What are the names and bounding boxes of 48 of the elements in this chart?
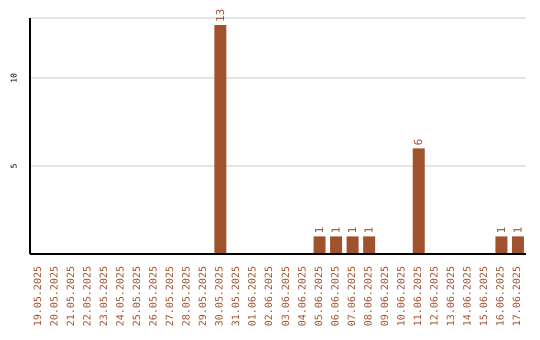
data-label: 6 <box>412 138 426 146</box>
x-tick-label: 04.06.2025 <box>297 266 308 326</box>
x-tick-label: 24.05.2025 <box>115 266 126 326</box>
x-tick-label: 14.06.2025 <box>462 266 474 326</box>
x-tick-label: 10.06.2025 <box>396 266 408 326</box>
y-tick-label: 5 <box>10 163 18 168</box>
x-tick-label: 30.05.2025 <box>214 266 226 326</box>
x-tick-label: 31.05.2025 <box>231 266 242 326</box>
bar <box>314 236 326 254</box>
data-label: 1 <box>346 226 360 234</box>
x-tick-label: 21.05.2025 <box>66 266 77 326</box>
x-tick-label: 16.06.2025 <box>496 266 507 326</box>
x-tick-label: 23.05.2025 <box>98 266 110 326</box>
bar <box>363 236 376 254</box>
y-tick-label: 10 <box>10 72 18 83</box>
x-tick-label: 07.06.2025 <box>346 266 358 326</box>
bar <box>330 236 342 254</box>
x-tick-label: 25.05.2025 <box>132 266 143 326</box>
x-tick-label: 12.06.2025 <box>430 266 441 326</box>
x-tick-label: 06.06.2025 <box>330 266 342 326</box>
data-label: 1 <box>330 226 343 234</box>
data-label: 13 <box>214 8 227 22</box>
x-tick-label: 28.05.2025 <box>182 266 193 326</box>
data-label: 1 <box>313 226 326 234</box>
data-label: 1 <box>362 226 376 234</box>
x-tick-label: 26.05.2025 <box>148 266 160 326</box>
x-tick-label: 19.05.2025 <box>32 266 44 326</box>
data-label: 1 <box>494 226 508 234</box>
data-label: 1 <box>511 226 524 234</box>
x-tick-label: 22.05.2025 <box>82 266 94 326</box>
x-tick-label: 27.05.2025 <box>165 266 176 326</box>
x-tick-label: 01.06.2025 <box>248 266 259 326</box>
x-tick-label: 17.06.2025 <box>512 266 524 326</box>
x-tick-label: 03.06.2025 <box>280 266 292 326</box>
bar <box>495 236 508 254</box>
x-tick-label: 08.06.2025 <box>363 266 374 326</box>
x-tick-label: 15.06.2025 <box>479 266 490 326</box>
x-tick-label: 13.06.2025 <box>446 266 458 326</box>
x-tick-label: 20.05.2025 <box>49 266 60 326</box>
x-tick-label: 11.06.2025 <box>413 266 424 326</box>
x-tick-label: 09.06.2025 <box>380 266 391 326</box>
bar <box>346 236 359 254</box>
bar <box>412 148 425 254</box>
bar <box>214 25 226 254</box>
x-tick-label: 02.06.2025 <box>264 266 276 326</box>
bar <box>512 236 524 254</box>
x-tick-label: 05.06.2025 <box>314 266 325 326</box>
x-tick-label: 29.05.2025 <box>198 266 210 326</box>
